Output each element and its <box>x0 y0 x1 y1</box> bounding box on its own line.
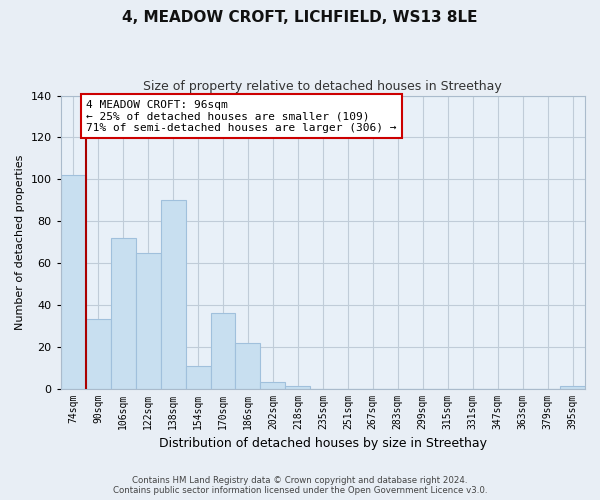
Y-axis label: Number of detached properties: Number of detached properties <box>15 154 25 330</box>
Bar <box>61 175 86 388</box>
Bar <box>286 386 310 388</box>
Text: 4, MEADOW CROFT, LICHFIELD, WS13 8LE: 4, MEADOW CROFT, LICHFIELD, WS13 8LE <box>122 10 478 25</box>
Bar <box>185 366 211 388</box>
Bar <box>161 200 185 388</box>
Text: 4 MEADOW CROFT: 96sqm
← 25% of detached houses are smaller (109)
71% of semi-det: 4 MEADOW CROFT: 96sqm ← 25% of detached … <box>86 100 397 133</box>
Text: Contains HM Land Registry data © Crown copyright and database right 2024.
Contai: Contains HM Land Registry data © Crown c… <box>113 476 487 495</box>
Bar <box>560 386 585 388</box>
Title: Size of property relative to detached houses in Streethay: Size of property relative to detached ho… <box>143 80 502 93</box>
Bar <box>136 252 161 388</box>
X-axis label: Distribution of detached houses by size in Streethay: Distribution of detached houses by size … <box>159 437 487 450</box>
Bar <box>260 382 286 388</box>
Bar <box>86 320 110 388</box>
Bar <box>235 342 260 388</box>
Bar <box>211 313 235 388</box>
Bar <box>110 238 136 388</box>
